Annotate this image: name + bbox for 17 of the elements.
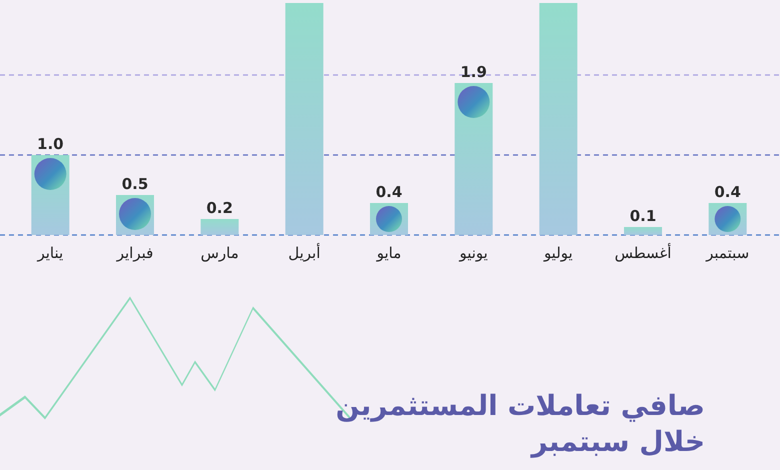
- x-tick-label: سبتمبر: [705, 244, 750, 262]
- x-tick-label: يوليو: [542, 244, 573, 262]
- data-label: 0.5: [122, 175, 148, 193]
- x-tick-label: أغسطس: [614, 243, 672, 262]
- data-label: 0.1: [630, 207, 656, 225]
- data-label: 1.9: [460, 63, 487, 81]
- text: صافي تعاملات المستثمرين خلال سبتمبر: [336, 389, 705, 458]
- x-tick-label: فبراير: [116, 244, 154, 262]
- x-tick-label: مارس: [200, 244, 239, 262]
- x-tick-label: يونيو: [458, 244, 488, 262]
- data-label: 0.4: [714, 183, 741, 201]
- x-tick-label: أبريل: [288, 243, 320, 262]
- x-tick-label: يناير: [36, 244, 64, 262]
- data-label: 0.4: [376, 183, 402, 201]
- x-tick-label: مايو: [376, 244, 402, 262]
- data-label: 1.0: [37, 135, 64, 153]
- data-label: 0.2: [206, 199, 233, 217]
